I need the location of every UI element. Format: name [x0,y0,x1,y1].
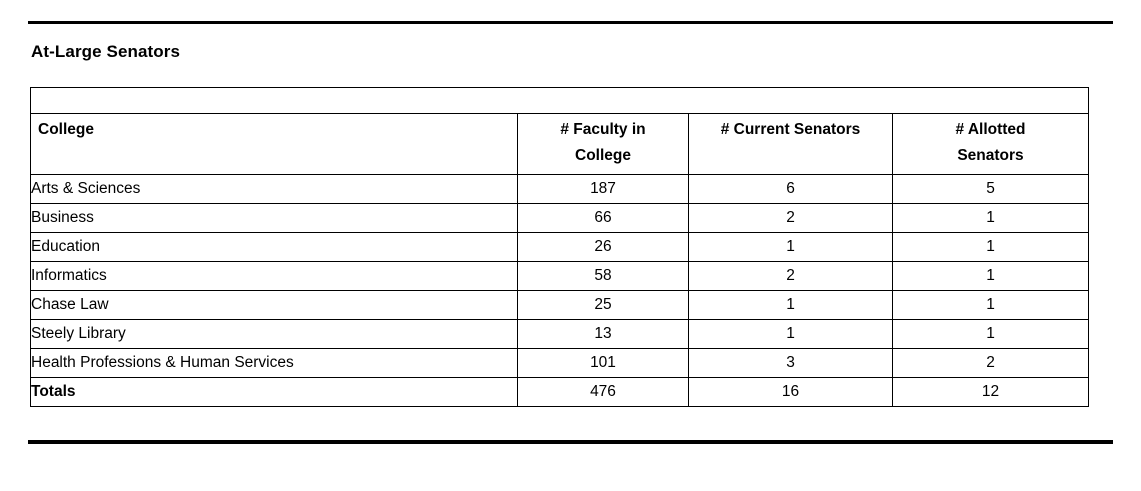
college-cell: Education [30,232,518,262]
table-row-education: Education 26 1 1 [30,232,1089,262]
faculty-count-cell: 101 [517,348,689,378]
allotted-senators-cell: 2 [892,348,1089,378]
current-senators-cell: 2 [688,203,893,233]
empty-merged-cell [30,87,1089,114]
allotted-senators-cell: 1 [892,203,1089,233]
table-row-totals: Totals 476 16 12 [30,377,1089,407]
totals-current-cell: 16 [688,377,893,407]
allotted-senators-cell: 1 [892,261,1089,291]
current-senators-cell: 1 [688,232,893,262]
empty-spacer-row [30,87,1089,114]
table-row-steely-library: Steely Library 13 1 1 [30,319,1089,349]
table-row-informatics: Informatics 58 2 1 [30,261,1089,291]
college-cell: Chase Law [30,290,518,320]
college-cell: Business [30,203,518,233]
faculty-count-cell: 187 [517,174,689,204]
faculty-count-cell: 13 [517,319,689,349]
table-header-row: College # Faculty in College # Current S… [30,113,1089,175]
college-cell: Health Professions & Human Services [30,348,518,378]
section-title: At-Large Senators [31,42,181,61]
current-senators-cell: 2 [688,261,893,291]
college-cell: Steely Library [30,319,518,349]
totals-faculty-cell: 476 [517,377,689,407]
table-row-health-professions: Health Professions & Human Services 101 … [30,348,1089,378]
faculty-count-cell: 66 [517,203,689,233]
top-horizontal-rule [28,21,1113,24]
allotted-senators-cell: 1 [892,319,1089,349]
current-senators-cell: 1 [688,290,893,320]
table-row-chase-law: Chase Law 25 1 1 [30,290,1089,320]
bottom-horizontal-rule [28,440,1113,444]
column-header-allotted-senators: # Allotted Senators [892,113,1089,175]
faculty-count-cell: 26 [517,232,689,262]
totals-allotted-cell: 12 [892,377,1089,407]
at-large-senators-table: College # Faculty in College # Current S… [30,87,1089,407]
totals-label-cell: Totals [30,377,518,407]
allotted-senators-cell: 5 [892,174,1089,204]
college-cell: Arts & Sciences [30,174,518,204]
column-header-college: College [30,113,518,175]
column-header-faculty-in-college: # Faculty in College [517,113,689,175]
current-senators-cell: 3 [688,348,893,378]
table-row-business: Business 66 2 1 [30,203,1089,233]
college-cell: Informatics [30,261,518,291]
current-senators-cell: 6 [688,174,893,204]
faculty-count-cell: 25 [517,290,689,320]
column-header-current-senators: # Current Senators [688,113,893,175]
allotted-senators-cell: 1 [892,232,1089,262]
allotted-senators-cell: 1 [892,290,1089,320]
faculty-count-cell: 58 [517,261,689,291]
current-senators-cell: 1 [688,319,893,349]
table-row-arts-sciences: Arts & Sciences 187 6 5 [30,174,1089,204]
